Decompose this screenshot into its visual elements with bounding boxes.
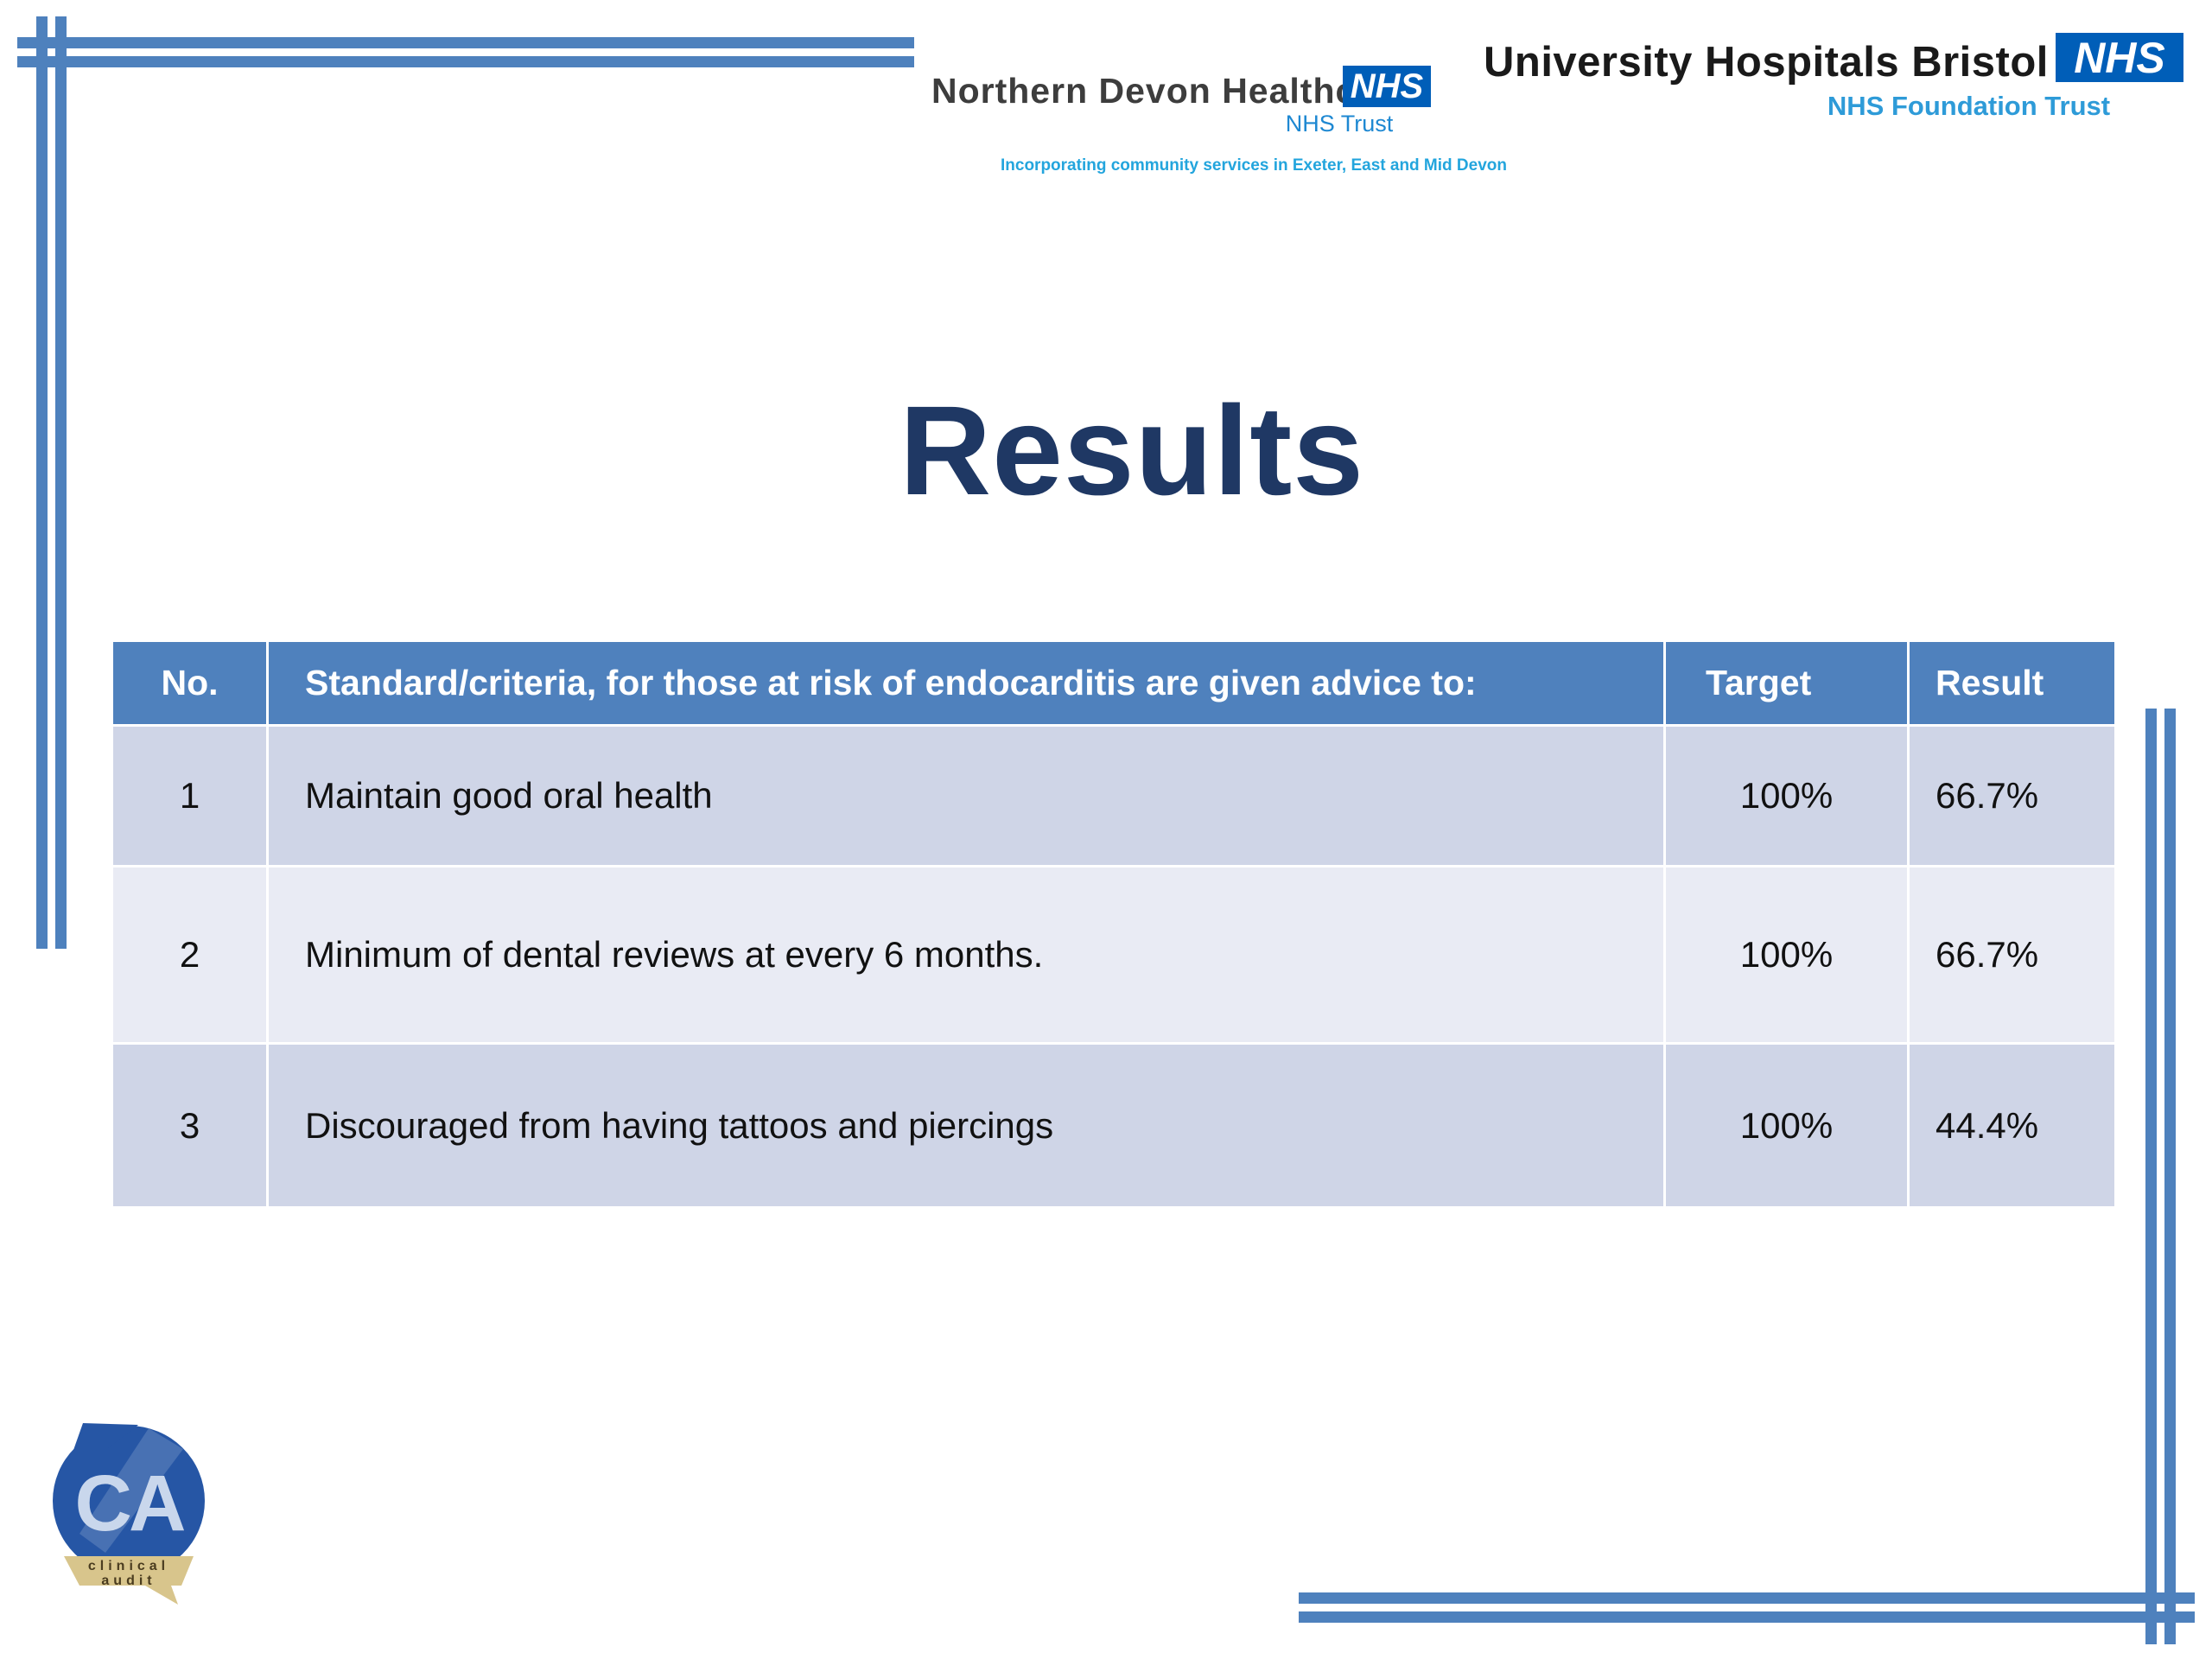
border-line-bottom-2 (1299, 1611, 2195, 1623)
table-cell-result: 44.4% (1910, 1045, 2114, 1206)
border-line-right-1 (2145, 709, 2157, 1644)
ca-band (64, 1556, 194, 1605)
header-target: Target (1666, 642, 1907, 724)
page-title: Results (899, 380, 1364, 522)
title-container: Results (0, 378, 2212, 524)
border-line-bottom-1 (1299, 1592, 2195, 1604)
arrow-icon (73, 1423, 138, 1452)
ca-text-line2: audit (101, 1573, 156, 1588)
header-standard: Standard/criteria, for those at risk of … (269, 642, 1663, 724)
uhb-name: University Hospitals Bristol (1484, 39, 2049, 86)
clinical-audit-logo-graphic: CA clinical audit (53, 1423, 205, 1605)
table-cell-result: 66.7% (1910, 727, 2114, 865)
uhb-subtitle: NHS Foundation Trust (1827, 91, 2111, 121)
ca-stripe (79, 1428, 183, 1553)
border-line-left-1 (36, 16, 48, 949)
header-result: Result (1910, 642, 2114, 724)
table-cell-no: 3 (113, 1045, 266, 1206)
border-line-left-2 (55, 16, 67, 949)
table-cell-target: 100% (1666, 1045, 1907, 1206)
table-cell-standard: Maintain good oral health (269, 727, 1663, 865)
results-table: No. Standard/criteria, for those at risk… (113, 642, 2114, 1206)
ca-circle (53, 1426, 205, 1576)
nhs-logo-icon: NHS (1343, 66, 1431, 107)
table-cell-result: 66.7% (1910, 868, 2114, 1042)
table-cell-standard: Minimum of dental reviews at every 6 mon… (269, 868, 1663, 1042)
northern-devon-tagline: Incorporating community services in Exet… (1001, 156, 1507, 175)
northern-devon-name: Northern Devon Healthcare (931, 71, 1412, 111)
header-no: No. (113, 642, 266, 724)
border-line-top-1 (17, 37, 914, 48)
table-cell-no: 1 (113, 727, 266, 865)
table-cell-target: 100% (1666, 727, 1907, 865)
northern-devon-subtitle: NHS Trust (1285, 111, 1394, 137)
nhs-logo-icon: NHS (2056, 33, 2183, 82)
ca-initials: CA (75, 1459, 185, 1548)
ca-text-line1: clinical (88, 1559, 169, 1573)
border-line-right-2 (2164, 709, 2176, 1644)
table-cell-no: 2 (113, 868, 266, 1042)
clinical-audit-logo: CA clinical audit (52, 1421, 206, 1610)
table-cell-target: 100% (1666, 868, 1907, 1042)
table-cell-standard: Discouraged from having tattoos and pier… (269, 1045, 1663, 1206)
border-line-top-2 (17, 56, 914, 67)
